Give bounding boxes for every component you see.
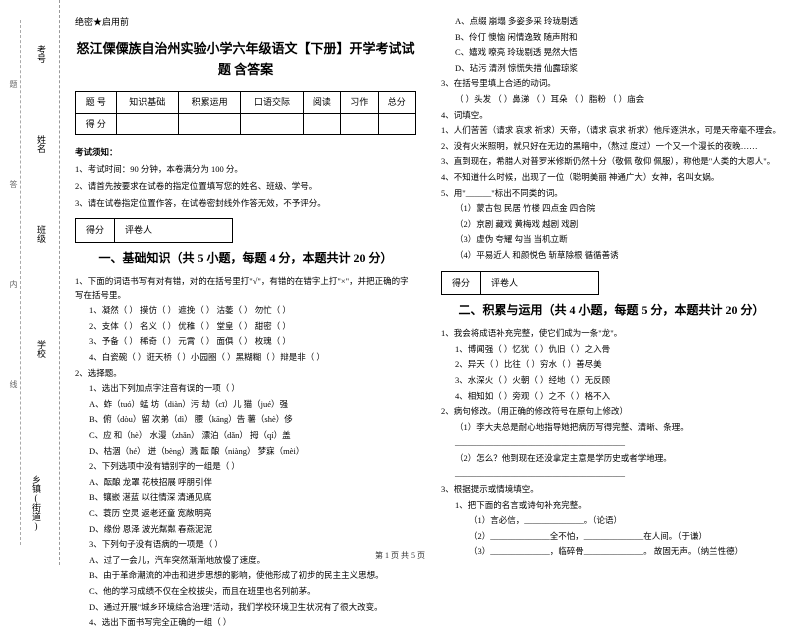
seal-text-4: 线 xyxy=(8,380,19,388)
r-l12: （1）蒙古包 民居 竹楼 四点金 四合院 xyxy=(441,202,782,216)
q2-l12: B、由于革命潮流的冲击和进步思想的影响，使他形成了初步的民主主义思想。 xyxy=(75,569,416,583)
th-3: 口语交际 xyxy=(241,91,303,113)
r-l4: 3、在括号里填上合适的动词。 xyxy=(441,77,782,91)
seal-text-1: 题 xyxy=(8,80,19,88)
s2q3: 3、根据提示或情境填空。 xyxy=(441,483,782,497)
r-l8: 2、没有火米照明，就只好在无边的黑暗中，（熬过 度过）一个又一个漫长的夜晚…… xyxy=(441,140,782,154)
section2-title: 二、积累与运用（共 4 小题，每题 5 分，本题共计 20 分） xyxy=(441,301,782,321)
s2q1: 1、我会将成语补充完整，使它们成为一条"龙"。 xyxy=(441,327,782,341)
s2q3-l2: （2）______________全不怕，______________在人间。（… xyxy=(441,530,782,544)
q2-l4: D、枯涸（hé） 迸（bèng）溅 酝 酿（niàng） 梦寐（mèi） xyxy=(75,445,416,459)
s2q2-l2: （2）怎么？他到现在还没拿定主意是学历史或者学地理。 xyxy=(441,452,782,466)
td-b4 xyxy=(303,113,340,135)
q2-l6: A、酝酿 龙罩 花枝招展 呼朋引伴 xyxy=(75,476,416,490)
q2-l1: A、蚱（tuó）蜢 坊（diàn）污 劫（cī）儿 猫（jué）强 xyxy=(75,398,416,412)
notice-1: 1、考试时间：90 分钟，本卷满分为 100 分。 xyxy=(75,162,416,176)
section1-title: 一、基础知识（共 5 小题，每题 4 分，本题共计 20 分） xyxy=(75,249,416,269)
margin-label-school: 学校 xyxy=(35,340,48,358)
r-l3: D、玷污 清洌 惊慌失措 仙露琼浆 xyxy=(441,62,782,76)
s2q1-l0: 1、博闻强（ ）忆犹（ ）仇旧（ ）之入骨 xyxy=(441,343,782,357)
score-label-2: 得分 xyxy=(441,271,481,296)
section-score-box-1: 得分 评卷人 xyxy=(75,218,416,243)
s2q3-l0: 1、把下面的名言或诗句补充完整。 xyxy=(441,499,782,513)
r-l11: 5、用"______"标出不同类的词。 xyxy=(441,187,782,201)
page-footer: 第 1 页 共 5 页 xyxy=(0,550,800,561)
q1: 1、下面的词语书写有对有错，对的在括号里打"√"，有错的在错字上打"×"，并把正… xyxy=(75,275,416,302)
td-b6 xyxy=(378,113,415,135)
td-b1 xyxy=(116,113,178,135)
secret-mark: 绝密★启用前 xyxy=(75,15,416,30)
q2-l14: D、通过开展"城乡环境综合治理"活动，我们学校环境卫生状况有了很大改变。 xyxy=(75,601,416,615)
margin-label-class: 班级 xyxy=(35,225,48,243)
exam-notice: 考试须知： 1、考试时间：90 分钟，本卷满分为 100 分。 2、请首先按要求… xyxy=(75,145,416,210)
score-table: 题 号 知识基础 积累运用 口语交际 阅读 习作 总分 得 分 xyxy=(75,91,416,136)
r-l7: 1、人们苦苦（请求 哀求 祈求）天帝，（请求 哀求 祈求）他斥逐洪水，可是天帝毫… xyxy=(441,124,782,138)
th-6: 总分 xyxy=(378,91,415,113)
left-column: 绝密★启用前 怒江傈僳族自治州实验小学六年级语文【下册】开学考试试题 含答案 题… xyxy=(75,15,416,560)
th-1: 知识基础 xyxy=(116,91,178,113)
r-l6: 4、词填空。 xyxy=(441,109,782,123)
r-l9: 3、直到现在，希腊人对普罗米修斯仍然十分（敬佩 敬仰 佩服），称他是"人类的大恩… xyxy=(441,155,782,169)
q1-l3: 3、予备（ ） 稀奇（ ） 元霄（ ） 面俱（ ） 枚瑰（ ） xyxy=(75,335,416,349)
q2-l5: 2、下列选项中没有错别字的一组是（ ） xyxy=(75,460,416,474)
s2q2: 2、病句修改。（用正确的修改符号在原句上修改） xyxy=(441,405,782,419)
s2q1-l3: 4、相知如（ ）旁观（ ）之不（ ）格不入 xyxy=(441,390,782,404)
right-column: A、点缀 崩塌 多姿多采 玲珑剔透 B、伶仃 懊恼 闲情逸致 随声附和 C、嬉戏… xyxy=(441,15,782,560)
seal-text-2: 答 xyxy=(8,180,19,188)
r-l10: 4、不知道什么时候，出现了一位（聪明美丽 神通广大）女神，名叫女娲。 xyxy=(441,171,782,185)
notice-title: 考试须知： xyxy=(75,145,416,159)
r-l0: A、点缀 崩塌 多姿多采 玲珑剔透 xyxy=(441,15,782,29)
s2q3-l1: （1）言必信，______________。（论语） xyxy=(441,514,782,528)
s2q1-l2: 3、水深火（ ）火朝（ ）经地（ ）无反顾 xyxy=(441,374,782,388)
td-score: 得 分 xyxy=(76,113,117,135)
margin-cut-line xyxy=(20,20,21,545)
th-no: 题 号 xyxy=(76,91,117,113)
r-l1: B、伶仃 懊恼 闲情逸致 随声附和 xyxy=(441,31,782,45)
r-l5: （ ）头发 （ ）鼻涕 （ ）耳朵 （ ）脂粉 （ ）庙会 xyxy=(441,93,782,107)
q2-l8: C、蓑历 空灵 返老还童 宽敞明亮 xyxy=(75,507,416,521)
margin-label-town: 乡镇(街道) xyxy=(30,475,43,531)
grader-label: 评卷人 xyxy=(115,218,233,243)
q2-l0: 1、选出下列加点字注音有误的一项（ ） xyxy=(75,382,416,396)
td-b3 xyxy=(241,113,303,135)
section-score-box-2: 得分 评卷人 xyxy=(441,271,782,296)
q2-l7: B、镶嵌 湛蓝 以往情深 清通见底 xyxy=(75,491,416,505)
r-l2: C、嬉戏 嘹亮 玲珑剔透 晃然大悟 xyxy=(441,46,782,60)
th-2: 积累运用 xyxy=(178,91,240,113)
q1-l1: 1、凝然（ ） 摸仿（ ） 遮挽（ ） 沽萎（ ） 勿忙（ ） xyxy=(75,304,416,318)
main-content: 绝密★启用前 怒江傈僳族自治州实验小学六年级语文【下册】开学考试试题 含答案 题… xyxy=(60,0,800,565)
td-b5 xyxy=(341,113,378,135)
q2-l3: C、应 和（hè） 水漫（zhǎn） 漂泊（dǎn） 拇（qí）盖 xyxy=(75,429,416,443)
binding-margin: 考号 姓名 班级 学校 乡镇(街道) 题 答 内 线 xyxy=(0,0,60,565)
notice-2: 2、请首先按要求在试卷的指定位置填写您的姓名、班级、学号。 xyxy=(75,179,416,193)
notice-3: 3、请在试卷指定位置作答，在试卷密封线外作答无效，不予评分。 xyxy=(75,196,416,210)
s2q2-l0: （1）李大夫总是耐心地指导她把病历写得完整、清晰、条理。 xyxy=(441,421,782,435)
s2q2-l3: ________________________________________ xyxy=(441,467,782,481)
q1-l2: 2、支体（ ） 名义（ ） 优稚（ ） 堂皇（ ） 甜密（ ） xyxy=(75,320,416,334)
exam-title: 怒江傈僳族自治州实验小学六年级语文【下册】开学考试试题 含答案 xyxy=(75,38,416,81)
seal-text-3: 内 xyxy=(8,280,19,288)
r-l13: （2）京剧 藏戏 黄梅戏 越剧 戏剧 xyxy=(441,218,782,232)
q2: 2、选择题。 xyxy=(75,367,416,381)
q2-l13: C、他的学习成绩不仅在全校拔尖，而且在班里也名列前茅。 xyxy=(75,585,416,599)
s2q1-l1: 2、异天（ ）比往（ ）穷水（ ）善尽美 xyxy=(441,358,782,372)
q2-l9: D、缘份 恩泽 波光粼粼 春燕泥泥 xyxy=(75,523,416,537)
grader-label-2: 评卷人 xyxy=(481,271,599,296)
r-l15: （4）平易近人 和颜悦色 斩草除根 循循善诱 xyxy=(441,249,782,263)
s2q2-l1: ________________________________________ xyxy=(441,436,782,450)
th-5: 习作 xyxy=(341,91,378,113)
r-l14: （3）虚伪 夸耀 勾当 当机立断 xyxy=(441,233,782,247)
q2-l15: 4、选出下面书写完全正确的一组（ ） xyxy=(75,616,416,630)
q1-l4: 4、白瓷碗（ ）诳天桥（ ）小园圈（ ）黑糊糊（ ）辩是非（ ） xyxy=(75,351,416,365)
margin-label-examno: 考号 xyxy=(35,45,48,63)
td-b2 xyxy=(178,113,240,135)
q2-l2: B、俯（dòu）留 次弟（dì） 腰（kāng）告 薯（shè）侈 xyxy=(75,413,416,427)
score-label: 得分 xyxy=(75,218,115,243)
margin-label-name: 姓名 xyxy=(35,135,48,153)
th-4: 阅读 xyxy=(303,91,340,113)
